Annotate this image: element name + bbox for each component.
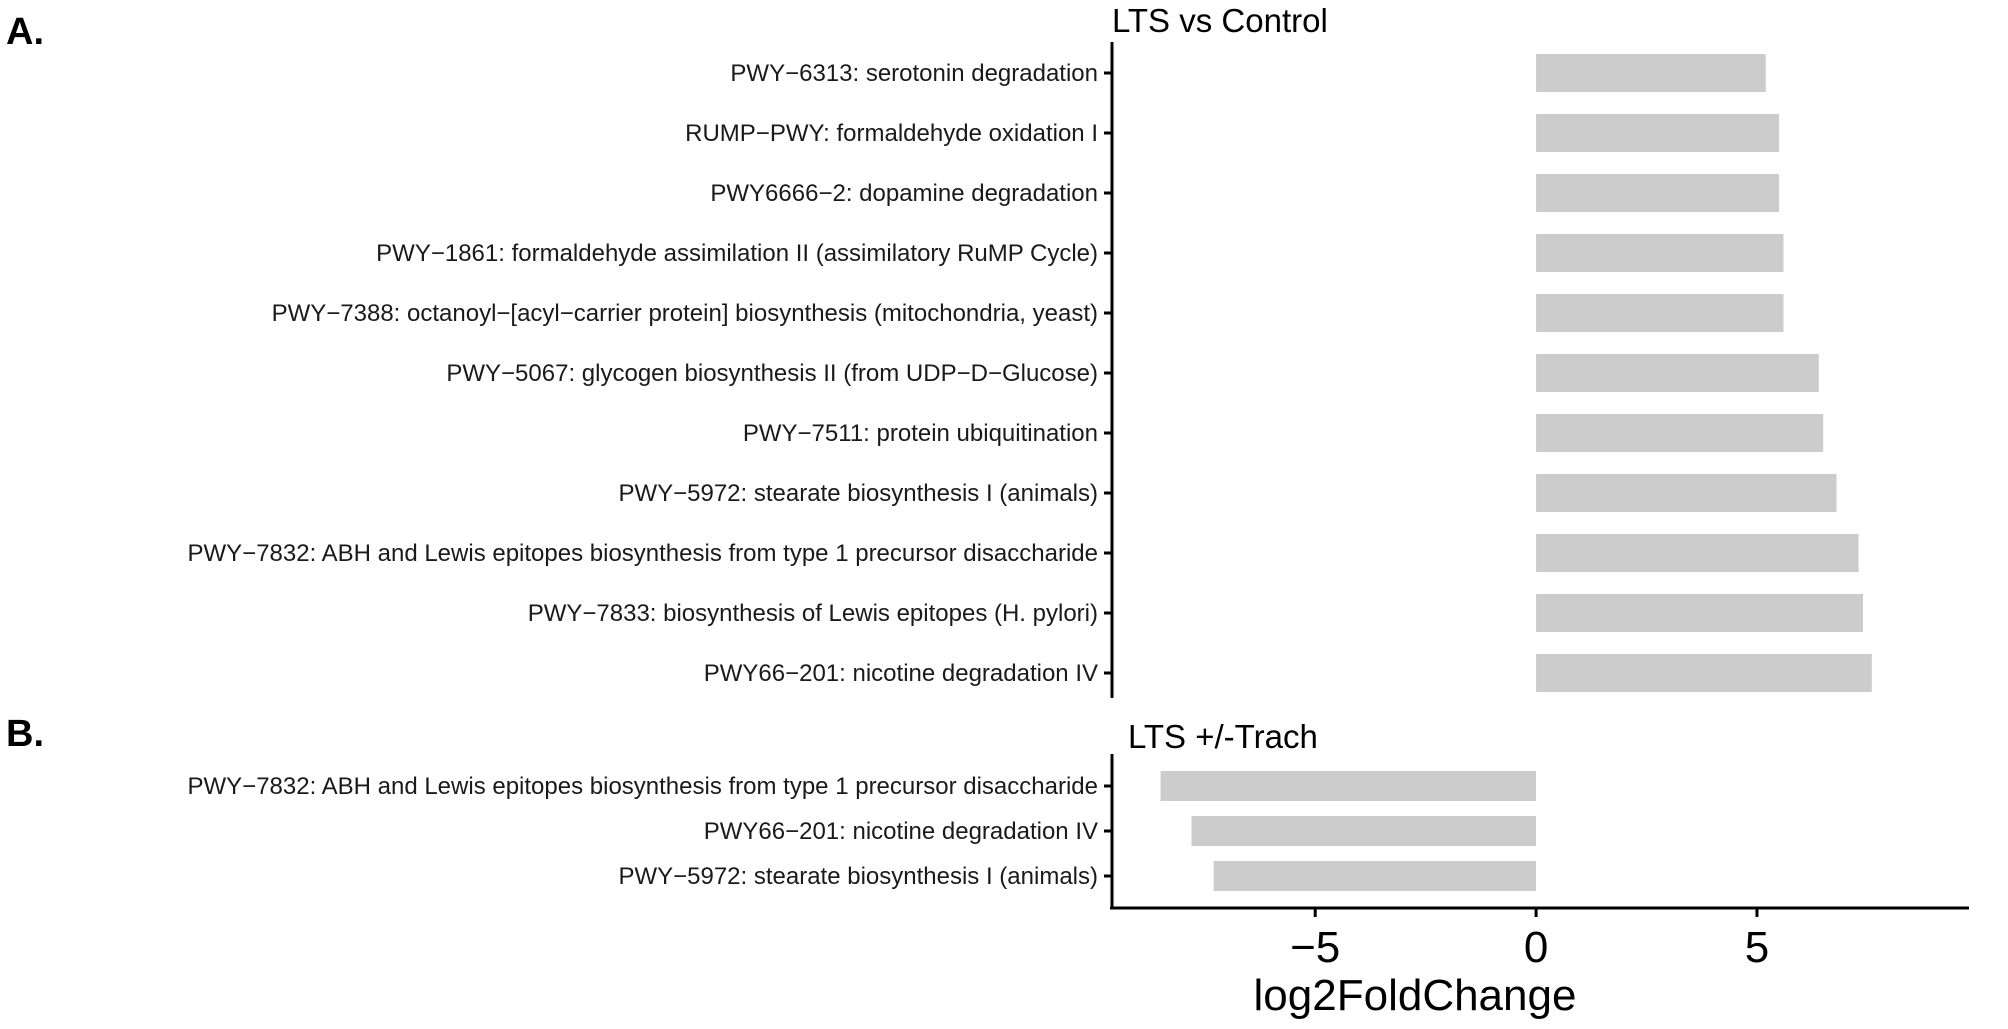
panel-a-category-label-7: PWY−5972: stearate biosynthesis I (anima… bbox=[618, 480, 1098, 507]
panel-a-title: LTS vs Control bbox=[1112, 2, 1328, 39]
panel-a-category-label-1: RUMP−PWY: formaldehyde oxidation I bbox=[685, 120, 1098, 147]
panel-a-category-label-6: PWY−7511: protein ubiquitination bbox=[743, 420, 1098, 447]
panel-a-category-label-5: PWY−5067: glycogen biosynthesis II (from… bbox=[446, 360, 1098, 387]
panel-a-category-label-8: PWY−7832: ABH and Lewis epitopes biosynt… bbox=[188, 540, 1098, 567]
panel-b-category-label-0: PWY−7832: ABH and Lewis epitopes biosynt… bbox=[188, 773, 1098, 800]
panel-a-bar-8 bbox=[1536, 534, 1859, 572]
panel-a-bar-3 bbox=[1536, 234, 1784, 272]
x-tick-label-1: 0 bbox=[1524, 923, 1548, 972]
x-tick-label-2: 5 bbox=[1745, 923, 1769, 972]
panel-a-category-label-0: PWY−6313: serotonin degradation bbox=[730, 60, 1098, 87]
panel-a-bar-10 bbox=[1536, 654, 1872, 692]
panel-a-bar-0 bbox=[1536, 54, 1766, 92]
panel-b: B. LTS +/-Trach PWY−7832: ABH and Lewis … bbox=[6, 713, 1537, 908]
panel-b-letter: B. bbox=[6, 713, 44, 755]
panel-b-bar-2 bbox=[1213, 861, 1537, 891]
panel-a-category-label-2: PWY6666−2: dopamine degradation bbox=[710, 180, 1098, 207]
panel-a-bar-7 bbox=[1536, 474, 1837, 512]
panel-b-title: LTS +/-Trach bbox=[1128, 718, 1318, 755]
panel-a-category-label-9: PWY−7833: biosynthesis of Lewis epitopes… bbox=[528, 600, 1098, 627]
panel-a-bar-6 bbox=[1536, 414, 1824, 452]
panel-a-category-label-4: PWY−7388: octanoyl−[acyl−carrier protein… bbox=[272, 300, 1098, 327]
panel-b-category-label-1: PWY66−201: nicotine degradation IV bbox=[704, 818, 1098, 845]
x-axis: −5 0 5 log2FoldChange bbox=[1110, 906, 1969, 1020]
panel-a-bar-2 bbox=[1536, 174, 1780, 212]
panel-a: A. LTS vs Control PWY−6313: serotonin de… bbox=[6, 2, 1872, 698]
panel-a-bar-5 bbox=[1536, 354, 1819, 392]
panel-a-bar-9 bbox=[1536, 594, 1863, 632]
panel-a-category-label-3: PWY−1861: formaldehyde assimilation II (… bbox=[376, 240, 1098, 267]
panel-a-category-label-10: PWY66−201: nicotine degradation IV bbox=[704, 660, 1098, 687]
panel-a-marks: PWY−6313: serotonin degradation RUMP−PWY:… bbox=[188, 54, 1872, 692]
x-tick-label-0: −5 bbox=[1290, 923, 1340, 972]
panel-b-marks: PWY−7832: ABH and Lewis epitopes biosynt… bbox=[188, 771, 1537, 891]
panel-a-letter: A. bbox=[6, 11, 44, 53]
panel-a-bar-4 bbox=[1536, 294, 1784, 332]
panel-b-category-label-2: PWY−5972: stearate biosynthesis I (anima… bbox=[618, 863, 1098, 890]
x-axis-ticks: −5 0 5 bbox=[1290, 908, 1769, 972]
panel-b-bar-1 bbox=[1191, 816, 1537, 846]
x-axis-title: log2FoldChange bbox=[1254, 971, 1577, 1020]
panel-b-bar-0 bbox=[1160, 771, 1537, 801]
panel-a-bar-1 bbox=[1536, 114, 1780, 152]
